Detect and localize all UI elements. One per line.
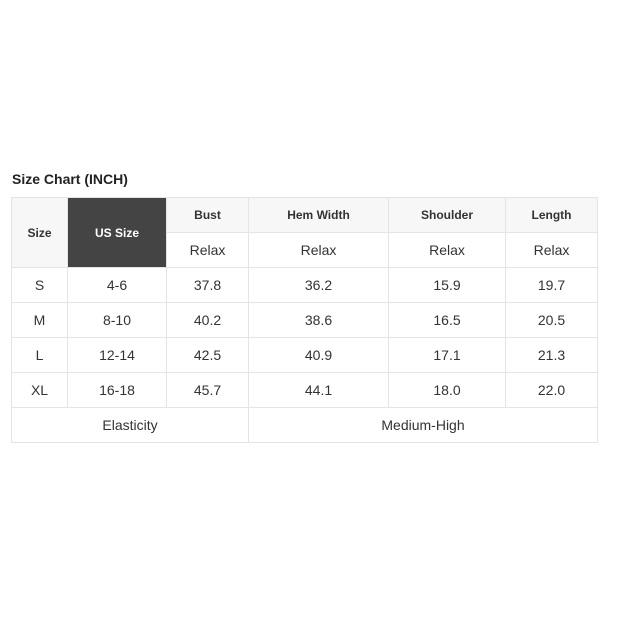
table-cell: 12-14 [67, 337, 167, 373]
table-cell: 19.7 [505, 267, 598, 303]
table-cell: XL [11, 372, 68, 408]
elasticity-label: Elasticity [11, 407, 249, 443]
table-cell: 45.7 [166, 372, 249, 408]
table-row: M 8-10 40.2 38.6 16.5 20.5 [11, 302, 598, 338]
table-cell: 36.2 [248, 267, 389, 303]
table-cell: 18.0 [388, 372, 506, 408]
fit-hem-width: Relax [248, 232, 389, 268]
header-row: Size US Size Bust Hem Width Shoulder Len… [11, 197, 598, 268]
size-chart-table: Size US Size Bust Hem Width Shoulder Len… [11, 197, 598, 443]
table-row: XL 16-18 45.7 44.1 18.0 22.0 [11, 372, 598, 408]
table-cell: 40.9 [248, 337, 389, 373]
table-cell: 16.5 [388, 302, 506, 338]
fit-bust: Relax [166, 232, 249, 268]
table-cell: 22.0 [505, 372, 598, 408]
table-cell: 42.5 [166, 337, 249, 373]
table-cell: S [11, 267, 68, 303]
fit-length: Relax [505, 232, 598, 268]
table-row: S 4-6 37.8 36.2 15.9 19.7 [11, 267, 598, 303]
header-shoulder: Shoulder [388, 197, 506, 233]
table-cell: 15.9 [388, 267, 506, 303]
table-cell: 4-6 [67, 267, 167, 303]
table-cell: L [11, 337, 68, 373]
table-cell: 37.8 [166, 267, 249, 303]
table-cell: 38.6 [248, 302, 389, 338]
elasticity-value: Medium-High [248, 407, 598, 443]
footer-row: Elasticity Medium-High [11, 407, 598, 443]
table-cell: 21.3 [505, 337, 598, 373]
table-cell: 44.1 [248, 372, 389, 408]
table-cell: 40.2 [166, 302, 249, 338]
table-cell: 20.5 [505, 302, 598, 338]
table-row: L 12-14 42.5 40.9 17.1 21.3 [11, 337, 598, 373]
header-hem-width: Hem Width [248, 197, 389, 233]
header-size: Size [11, 197, 68, 268]
table-cell: 16-18 [67, 372, 167, 408]
table-cell: 17.1 [388, 337, 506, 373]
table-cell: M [11, 302, 68, 338]
size-chart-title: Size Chart (INCH) [12, 171, 128, 187]
header-length: Length [505, 197, 598, 233]
header-bust: Bust [166, 197, 249, 233]
table-cell: 8-10 [67, 302, 167, 338]
fit-shoulder: Relax [388, 232, 506, 268]
fit-row: Relax Relax Relax Relax [12, 232, 598, 268]
header-us-size: US Size [67, 197, 167, 268]
